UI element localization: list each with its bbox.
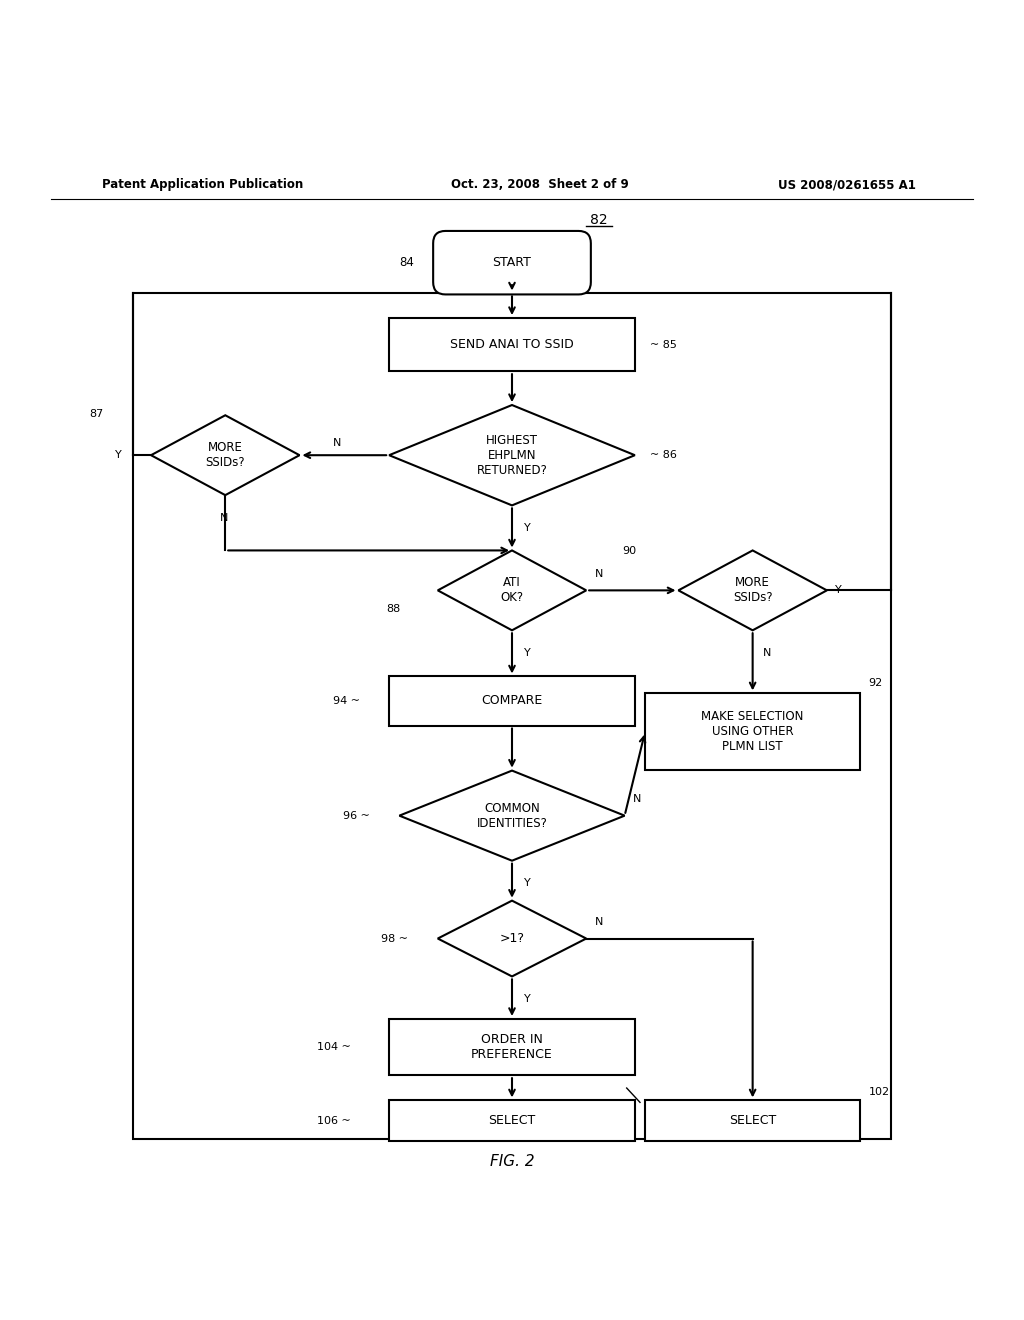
Text: N: N — [633, 795, 641, 804]
Bar — [389, 676, 635, 726]
Bar — [645, 1101, 860, 1142]
Text: Patent Application Publication: Patent Application Publication — [102, 178, 304, 191]
Text: FIG. 2: FIG. 2 — [489, 1154, 535, 1170]
Text: ORDER IN
PREFERENCE: ORDER IN PREFERENCE — [471, 1034, 553, 1061]
Text: START: START — [493, 256, 531, 269]
Text: 88: 88 — [387, 603, 400, 614]
Text: Y: Y — [836, 585, 842, 595]
Text: N: N — [220, 512, 228, 523]
Text: 98 ~: 98 ~ — [381, 933, 409, 944]
Text: SELECT: SELECT — [729, 1114, 776, 1127]
Text: N: N — [594, 569, 603, 579]
Text: >1?: >1? — [500, 932, 524, 945]
Text: Y: Y — [116, 450, 122, 461]
Text: COMPARE: COMPARE — [481, 694, 543, 708]
Text: SEND ANAI TO SSID: SEND ANAI TO SSID — [451, 338, 573, 351]
Text: ~ 85: ~ 85 — [650, 339, 677, 350]
Text: 96 ~: 96 ~ — [343, 810, 370, 821]
Text: Oct. 23, 2008  Sheet 2 of 9: Oct. 23, 2008 Sheet 2 of 9 — [451, 178, 629, 191]
Text: Y: Y — [524, 523, 531, 533]
Text: COMMON
IDENTITIES?: COMMON IDENTITIES? — [476, 801, 548, 830]
Text: MORE
SSIDs?: MORE SSIDs? — [733, 577, 772, 605]
FancyBboxPatch shape — [433, 231, 591, 294]
Text: 104 ~: 104 ~ — [317, 1041, 351, 1052]
Text: 84: 84 — [399, 256, 415, 269]
Text: 82: 82 — [590, 213, 608, 227]
Polygon shape — [438, 900, 586, 977]
Text: Y: Y — [524, 648, 531, 657]
Text: 106 ~: 106 ~ — [317, 1115, 351, 1126]
Text: ATI
OK?: ATI OK? — [501, 577, 523, 605]
Text: Y: Y — [524, 994, 531, 1005]
Text: US 2008/0261655 A1: US 2008/0261655 A1 — [778, 178, 916, 191]
Text: SELECT: SELECT — [488, 1114, 536, 1127]
Polygon shape — [152, 416, 299, 495]
Bar — [133, 293, 891, 1139]
Bar — [645, 693, 860, 770]
Text: 90: 90 — [622, 546, 636, 557]
Text: N: N — [333, 438, 341, 447]
Text: HIGHEST
EHPLMN
RETURNED?: HIGHEST EHPLMN RETURNED? — [476, 434, 548, 477]
Polygon shape — [438, 550, 586, 631]
Text: 102: 102 — [868, 1088, 890, 1097]
Text: 87: 87 — [90, 409, 103, 420]
Text: N: N — [594, 917, 603, 927]
Text: N: N — [763, 648, 771, 657]
Polygon shape — [678, 550, 827, 631]
Text: Y: Y — [524, 878, 531, 888]
Text: MORE
SSIDs?: MORE SSIDs? — [206, 441, 245, 469]
Bar — [389, 318, 635, 371]
Polygon shape — [389, 405, 635, 506]
Polygon shape — [399, 771, 625, 861]
Bar — [389, 1101, 635, 1142]
Text: 92: 92 — [868, 678, 883, 688]
Text: MAKE SELECTION
USING OTHER
PLMN LIST: MAKE SELECTION USING OTHER PLMN LIST — [701, 710, 804, 754]
Bar — [389, 1019, 635, 1076]
Text: 94 ~: 94 ~ — [333, 696, 359, 706]
Text: ~ 86: ~ 86 — [650, 450, 677, 461]
